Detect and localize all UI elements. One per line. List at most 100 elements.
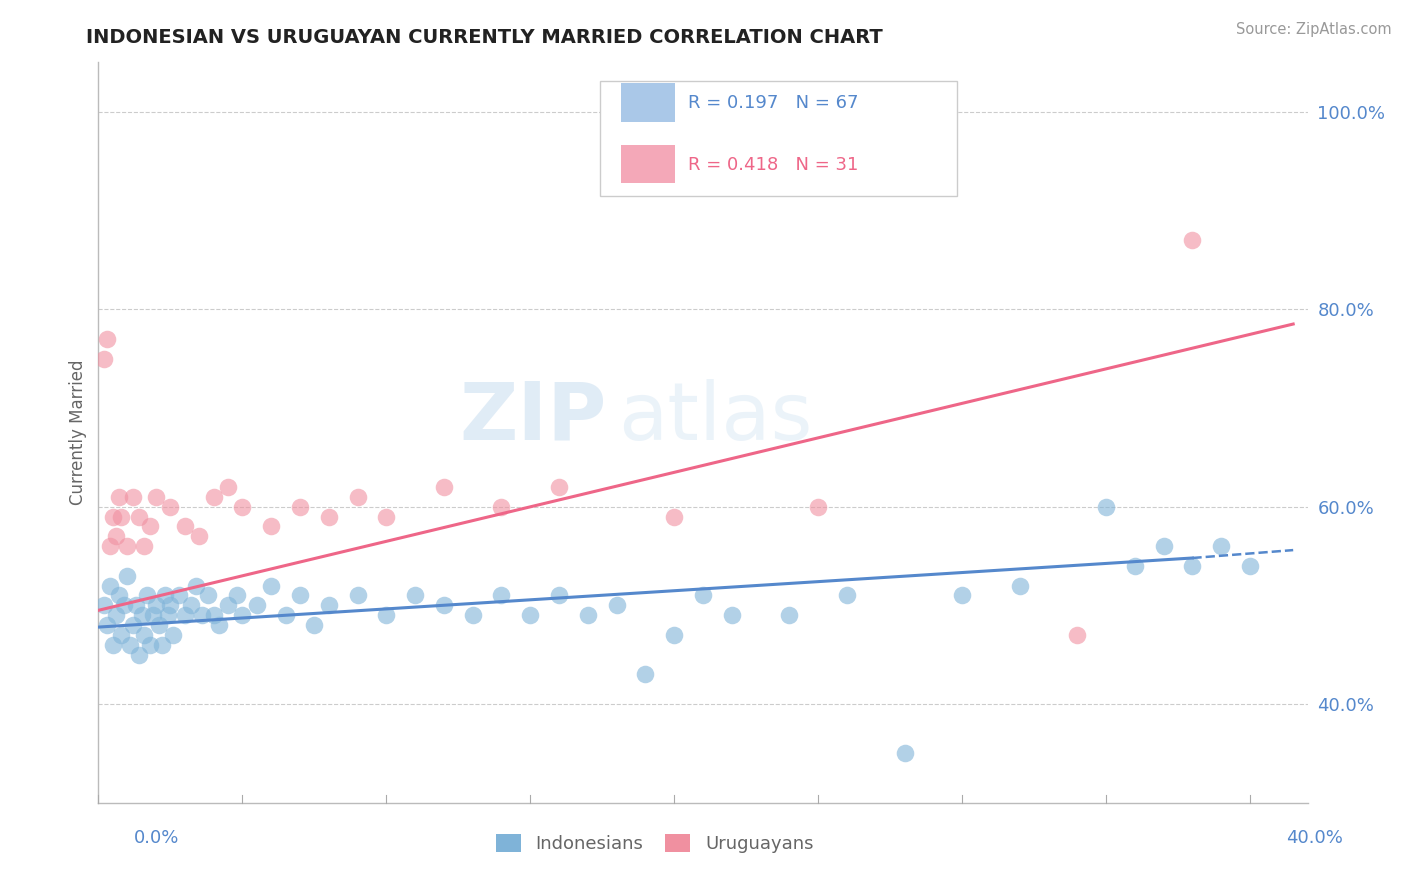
Point	[156, 608, 179, 623]
Point	[433, 480, 456, 494]
Text: Source: ZipAtlas.com: Source: ZipAtlas.com	[1236, 22, 1392, 37]
Point	[274, 608, 297, 623]
Point	[260, 579, 283, 593]
Point	[634, 667, 657, 681]
Point	[375, 608, 398, 623]
Point	[188, 529, 211, 543]
Point	[835, 589, 858, 603]
Point	[346, 490, 368, 504]
Point	[807, 500, 830, 514]
Point	[576, 608, 599, 623]
Point	[346, 589, 368, 603]
Point	[778, 608, 800, 623]
Point	[548, 589, 571, 603]
Point	[159, 500, 181, 514]
Point	[153, 589, 176, 603]
FancyBboxPatch shape	[621, 83, 675, 121]
Text: ZIP: ZIP	[458, 379, 606, 457]
Point	[150, 638, 173, 652]
Point	[115, 539, 138, 553]
Point	[692, 589, 714, 603]
Point	[107, 490, 129, 504]
Point	[120, 638, 142, 652]
Point	[1181, 233, 1204, 247]
Point	[225, 589, 247, 603]
Point	[162, 628, 184, 642]
Point	[173, 519, 195, 533]
Point	[1181, 558, 1204, 573]
Point	[139, 519, 162, 533]
Point	[433, 599, 456, 613]
Point	[167, 589, 190, 603]
Text: 0.0%: 0.0%	[134, 829, 179, 847]
Point	[491, 589, 513, 603]
Point	[96, 332, 118, 346]
Point	[148, 618, 170, 632]
Text: INDONESIAN VS URUGUAYAN CURRENTLY MARRIED CORRELATION CHART: INDONESIAN VS URUGUAYAN CURRENTLY MARRIE…	[86, 28, 883, 47]
Point	[217, 480, 239, 494]
Point	[1123, 558, 1146, 573]
Text: atlas: atlas	[619, 379, 813, 457]
Point	[98, 579, 121, 593]
Point	[186, 579, 208, 593]
Point	[136, 589, 159, 603]
Point	[1153, 539, 1175, 553]
Point	[112, 599, 135, 613]
Point	[375, 509, 398, 524]
Point	[107, 589, 129, 603]
Point	[491, 500, 513, 514]
Point	[548, 480, 571, 494]
Point	[231, 608, 253, 623]
Text: R = 0.418   N = 31: R = 0.418 N = 31	[689, 155, 859, 174]
Point	[93, 599, 115, 613]
Point	[288, 500, 311, 514]
Point	[208, 618, 231, 632]
Point	[110, 509, 132, 524]
Legend: Indonesians, Uruguayans: Indonesians, Uruguayans	[489, 827, 821, 861]
Point	[122, 490, 145, 504]
Point	[1211, 539, 1233, 553]
Point	[720, 608, 742, 623]
Point	[950, 589, 973, 603]
Point	[159, 599, 181, 613]
Point	[202, 490, 225, 504]
Point	[217, 599, 239, 613]
Point	[145, 599, 167, 613]
Point	[231, 500, 253, 514]
Point	[145, 490, 167, 504]
Point	[131, 608, 153, 623]
Point	[101, 638, 124, 652]
Point	[128, 509, 150, 524]
Point	[318, 509, 340, 524]
Point	[318, 599, 340, 613]
Y-axis label: Currently Married: Currently Married	[69, 359, 87, 506]
Point	[197, 589, 219, 603]
Point	[1008, 579, 1031, 593]
Point	[125, 599, 148, 613]
Point	[1095, 500, 1118, 514]
FancyBboxPatch shape	[600, 81, 957, 195]
Point	[115, 568, 138, 582]
Point	[101, 509, 124, 524]
Point	[246, 599, 269, 613]
Point	[191, 608, 214, 623]
Point	[134, 628, 156, 642]
Point	[142, 608, 165, 623]
Point	[404, 589, 426, 603]
Point	[304, 618, 326, 632]
Point	[139, 638, 162, 652]
Point	[104, 608, 127, 623]
Point	[134, 539, 156, 553]
Point	[104, 529, 127, 543]
Point	[202, 608, 225, 623]
Point	[128, 648, 150, 662]
FancyBboxPatch shape	[621, 145, 675, 183]
Point	[260, 519, 283, 533]
Text: 40.0%: 40.0%	[1286, 829, 1343, 847]
Point	[122, 618, 145, 632]
Point	[180, 599, 202, 613]
Point	[110, 628, 132, 642]
Point	[93, 351, 115, 366]
Point	[98, 539, 121, 553]
Point	[606, 599, 628, 613]
